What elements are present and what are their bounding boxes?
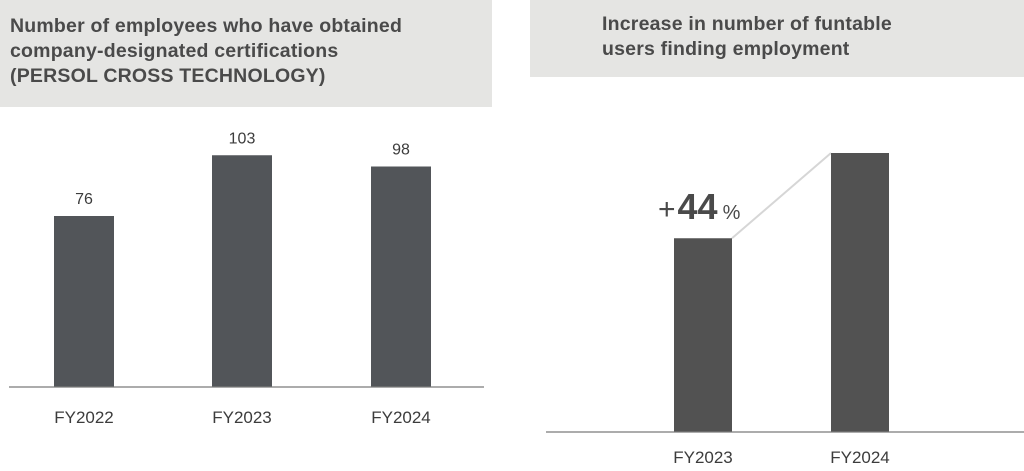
chart-title-line-1: Number of employees who have obtained [10,15,403,37]
growth-annotation: +44% [658,186,741,227]
chart-title-line-3: (PERSOL CROSS TECHNOLOGY) [10,65,326,87]
chart-title-line-1: Increase in number of funtable [602,13,892,35]
x-tick-label: FY2024 [830,448,890,467]
growth-plus-sign: + [658,193,676,226]
chart-title-line-2: company-designated certifications [10,40,339,62]
employment-growth-bar-chart: FY2023 FY2024 +44% [546,152,1024,467]
value-label: 98 [392,142,410,159]
x-tick-label: FY2024 [371,408,431,427]
value-label: 76 [75,191,93,208]
bar-fy2024 [831,153,889,432]
x-tick-label: FY2023 [212,408,272,427]
certifications-chart-panel: Number of employees who have obtained co… [0,0,492,471]
chart-title-box: Number of employees who have obtained co… [0,0,492,107]
chart-title-box: Increase in number of funtable users fin… [530,0,1024,77]
chart-title-line-2: users finding employment [602,38,850,60]
employment-growth-chart-panel: Increase in number of funtable users fin… [530,0,1024,471]
growth-connector-line [731,152,832,240]
x-tick-label: FY2023 [673,448,733,467]
growth-percent-unit: % [723,202,741,224]
bar-fy2023 [674,238,732,432]
value-label: 103 [229,130,256,147]
bar-fy2023 [212,155,272,387]
bar-fy2024 [371,166,431,387]
growth-percent-value: 44 [678,186,718,227]
x-tick-label: FY2022 [54,408,114,427]
certifications-bar-chart: 76 FY2022 103 FY2023 98 FY2024 [9,130,484,427]
bar-fy2022 [54,216,114,387]
